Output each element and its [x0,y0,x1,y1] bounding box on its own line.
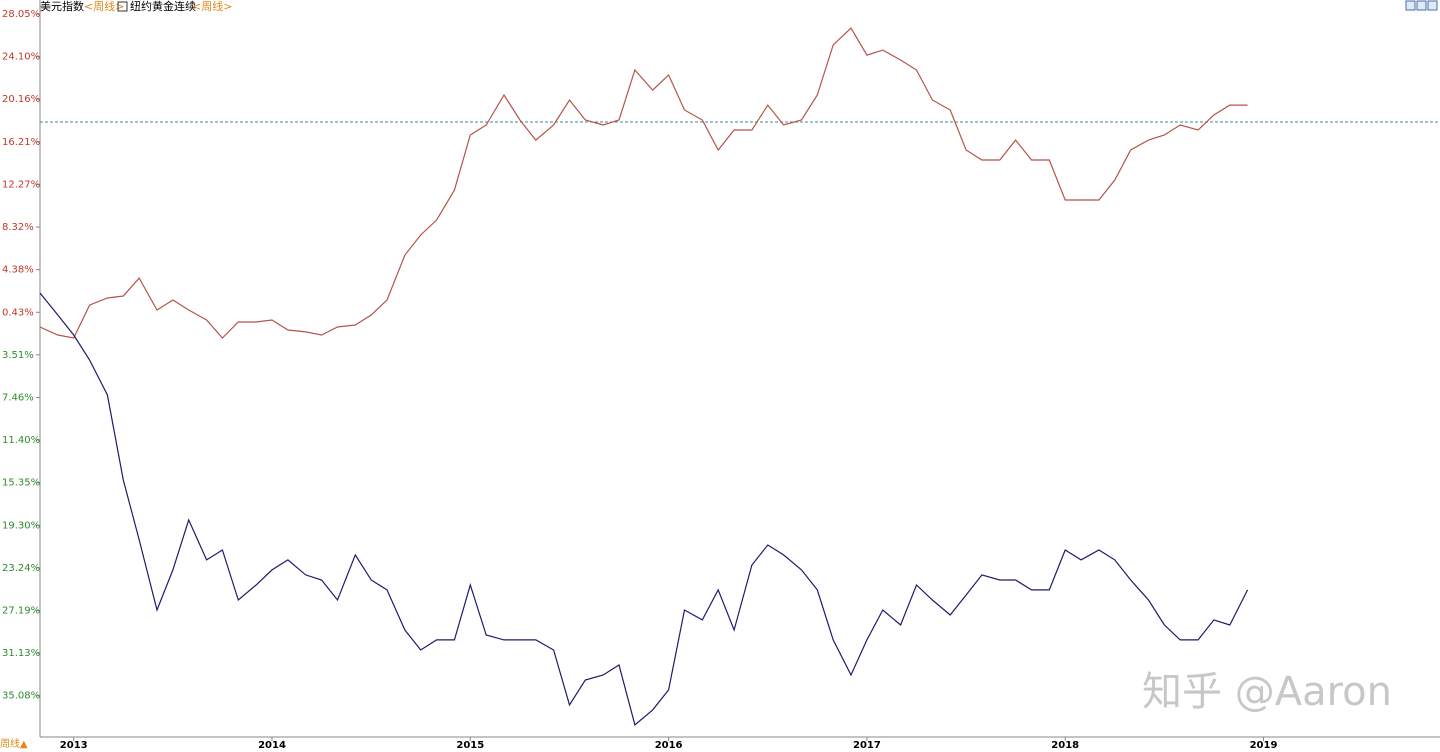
y-tick-label: 15.35% [2,478,40,489]
x-tick-label: 2019 [1250,740,1278,751]
y-tick-label: 7.46% [2,392,34,403]
y-tick-label: 16.21% [2,137,40,148]
legend: 美元指数 <周线> 纽约黄金连续 <周线> [40,0,232,13]
y-tick-label: 31.13% [2,648,40,659]
y-tick-label: 4.38% [2,265,34,276]
y-tick-label: 19.30% [2,520,40,531]
y-tick-label: 8.32% [2,222,34,233]
x-tick-label: 2014 [258,740,286,751]
x-tick-label: 2016 [655,740,683,751]
legend-suffix: <周线> [192,0,232,13]
toolbar[interactable] [1405,0,1438,11]
y-tick-label: 23.24% [2,563,40,574]
x-tick-label: 2013 [60,740,88,751]
period-button[interactable]: 周线▲ [0,737,28,750]
y-tick-label: 24.10% [2,52,40,63]
y-tick-label: 11.40% [2,435,40,446]
series-line [39,292,1249,726]
legend-label: 纽约黄金连续 [130,0,196,13]
y-tick-label: 20.16% [2,94,40,105]
watermark: 知乎 @Aaron [1142,669,1392,715]
y-tick-label: 0.43% [2,307,34,318]
y-tick-label: 35.08% [2,691,40,702]
tool-button[interactable] [1405,0,1416,11]
x-tick-label: 2015 [456,740,484,751]
y-tick-label: 28.05% [2,9,40,20]
y-tick-label: 3.51% [2,350,34,361]
tool-button[interactable] [1416,0,1427,11]
legend-suffix: <周线> [84,0,124,13]
y-tick-label: 27.19% [2,606,40,617]
y-tick-label: 12.27% [2,179,40,190]
x-tick-label: 2018 [1051,740,1079,751]
series-line [39,27,1248,339]
legend-icon [117,1,128,12]
x-tick-label: 2017 [853,740,881,751]
tool-button[interactable] [1427,0,1438,11]
legend-label: 美元指数 [40,0,84,13]
